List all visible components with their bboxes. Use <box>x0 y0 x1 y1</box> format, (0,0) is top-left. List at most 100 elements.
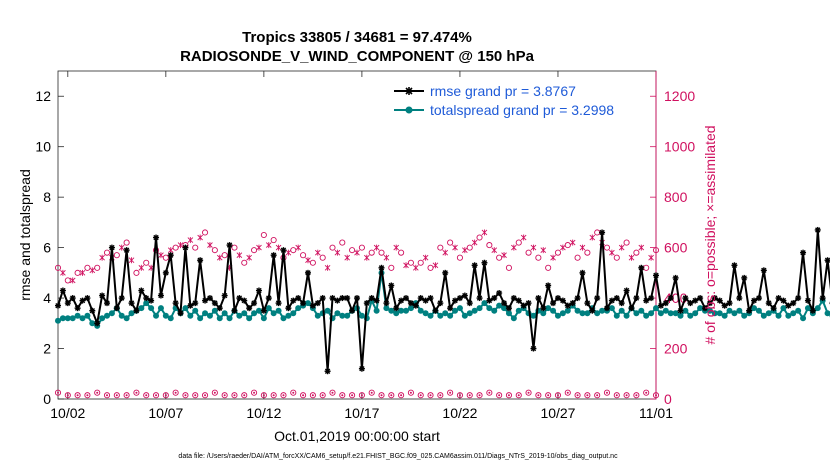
series-0-point <box>461 292 468 299</box>
series-1-point <box>790 310 797 317</box>
obs-bottom-assimilated-point <box>321 394 324 397</box>
obs-possible-point <box>133 269 140 276</box>
obs-bottom-possible-point <box>603 389 611 396</box>
series-1-point <box>221 310 228 317</box>
series-1-point <box>358 312 365 319</box>
obs-bottom-possible-point <box>388 392 395 399</box>
series-0-point <box>682 295 689 302</box>
series-1-point <box>69 315 76 322</box>
obs-bottom-possible-point <box>456 392 463 399</box>
series-1-point <box>260 315 267 322</box>
obs-assimilated-point <box>393 244 400 251</box>
obs-possible-point <box>447 239 454 246</box>
series-0-point <box>594 295 601 302</box>
series-1-point <box>104 312 111 319</box>
series-0-point <box>447 305 454 312</box>
obs-bottom-assimilated-point <box>341 394 344 397</box>
x-tick-label: 10/22 <box>442 405 477 421</box>
series-0-point <box>270 252 277 259</box>
y-left-tick-label: 6 <box>43 240 51 256</box>
obs-bottom-possible-point <box>309 392 316 399</box>
series-1-point <box>153 312 160 319</box>
obs-assimilated-point <box>432 262 439 269</box>
obs-bottom-possible-point <box>574 392 581 399</box>
obs-possible-point <box>603 244 611 251</box>
series-1-point <box>280 315 287 322</box>
series-0-point <box>354 295 360 302</box>
series-1-point <box>814 305 821 312</box>
series-0-point <box>363 300 370 307</box>
obs-bottom-assimilated-point <box>537 394 540 397</box>
obs-bottom-assimilated-point <box>507 394 510 397</box>
series-0-point <box>579 269 586 276</box>
series-1-point <box>574 307 581 314</box>
obs-bottom-assimilated-point <box>66 394 69 397</box>
obs-possible-point <box>623 239 630 246</box>
obs-bottom-assimilated-point <box>615 394 618 397</box>
series-0-point <box>157 292 164 299</box>
obs-bottom-possible-point <box>123 392 130 399</box>
series-1-point <box>422 310 429 317</box>
series-0-point <box>285 305 292 312</box>
obs-bottom-possible-point <box>535 392 542 399</box>
obs-bottom-assimilated-point <box>547 394 550 397</box>
series-1-point <box>795 307 802 314</box>
obs-bottom-assimilated-point <box>439 394 442 397</box>
obs-bottom-possible-point <box>652 392 660 399</box>
obs-bottom-assimilated-point <box>458 394 461 397</box>
obs-possible-point <box>339 239 346 246</box>
series-0-point <box>314 300 321 307</box>
series-1-point <box>800 315 807 322</box>
obs-possible-point <box>456 254 463 261</box>
series-1-point <box>618 307 625 314</box>
series-0-point <box>505 305 512 312</box>
series-1-point <box>554 312 561 319</box>
series-0-point <box>476 295 483 302</box>
series-0-point <box>540 305 547 312</box>
series-0-point <box>574 295 581 302</box>
series-0-point <box>721 302 728 309</box>
series-1-point <box>324 307 331 314</box>
series-0-point <box>388 282 395 289</box>
series-0-point <box>452 297 459 304</box>
obs-bottom-possible-point <box>378 392 385 399</box>
obs-bottom-assimilated-point <box>586 394 589 397</box>
obs-bottom-assimilated-point <box>174 391 177 394</box>
obs-bottom-possible-point <box>300 392 307 399</box>
x-tick-label: 11/01 <box>639 405 673 421</box>
series-0-point <box>785 302 792 309</box>
obs-bottom-assimilated-point <box>498 394 501 397</box>
series-1-point <box>657 310 664 317</box>
obs-bottom-assimilated-point <box>243 394 246 397</box>
series-0-point <box>564 302 571 309</box>
series-1-point <box>236 312 243 319</box>
series-1-point <box>64 315 71 322</box>
series-0-point <box>417 295 424 302</box>
obs-bottom-possible-point <box>74 392 81 399</box>
series-1-point <box>417 307 424 314</box>
series-0-point <box>260 307 267 314</box>
series-0-point <box>804 297 811 304</box>
series-1-point <box>692 310 699 317</box>
series-1-point <box>476 305 483 312</box>
obs-bottom-assimilated-point <box>517 394 520 397</box>
series-0-point <box>162 269 169 276</box>
obs-assimilated-point <box>383 254 390 261</box>
series-1-point <box>550 307 557 314</box>
series-0-point <box>456 295 463 302</box>
series-0-point <box>525 300 532 307</box>
series-1-point <box>202 310 209 317</box>
series-1-point <box>510 315 517 322</box>
obs-bottom-assimilated-point <box>527 391 530 394</box>
series-0-point <box>275 300 282 307</box>
obs-bottom-assimilated-point <box>213 391 216 394</box>
series-1-point <box>55 317 61 324</box>
series-1-point <box>672 310 679 317</box>
series-0-point <box>613 295 620 302</box>
obs-bottom-assimilated-point <box>115 394 118 397</box>
series-1-point <box>118 312 125 319</box>
obs-possible-point <box>545 264 552 271</box>
obs-bottom-assimilated-point <box>605 391 608 394</box>
obs-bottom-possible-point <box>103 392 111 399</box>
series-0-point <box>736 295 743 302</box>
